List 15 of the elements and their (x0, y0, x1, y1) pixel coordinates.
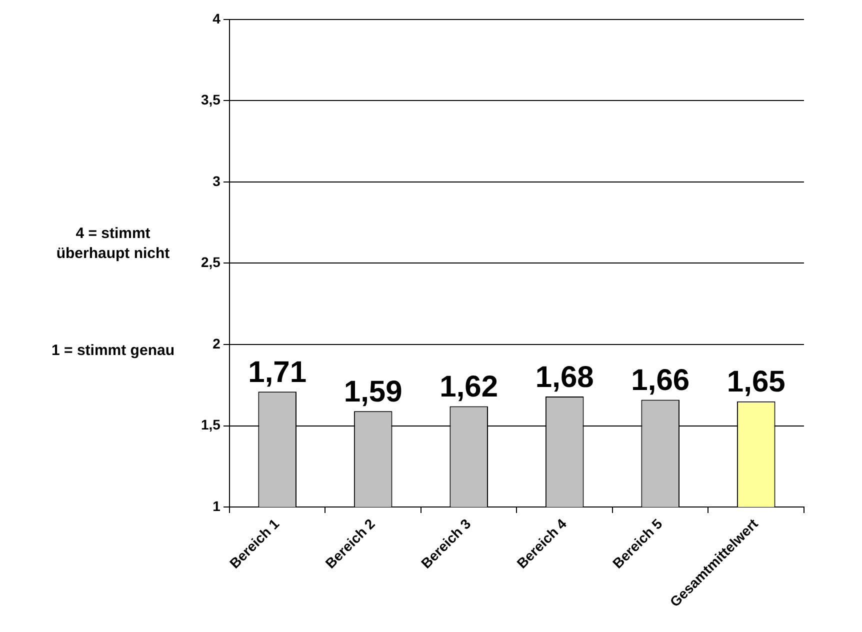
data-label: 1,71 (248, 356, 307, 389)
data-label: 1,66 (631, 364, 690, 398)
y-tick-label: 1 (212, 498, 221, 514)
text: 1 = stimmt genau (52, 342, 174, 360)
text: 4 = stimmt überhaupt nicht (56, 224, 170, 262)
data-label: 1,65 (726, 366, 786, 399)
data-label: 1,68 (535, 360, 594, 394)
y-tick-label: 1,5 (200, 416, 221, 433)
y-tick-label: 2 (212, 335, 221, 352)
data-label: 1,62 (440, 370, 498, 404)
data-label: 1,59 (344, 375, 402, 408)
y-tick-label: 2,5 (200, 254, 221, 270)
y-tick-label: 4 (212, 10, 221, 26)
y-tick-label: 3 (212, 172, 221, 189)
y-tick-label: 3,5 (200, 92, 221, 108)
